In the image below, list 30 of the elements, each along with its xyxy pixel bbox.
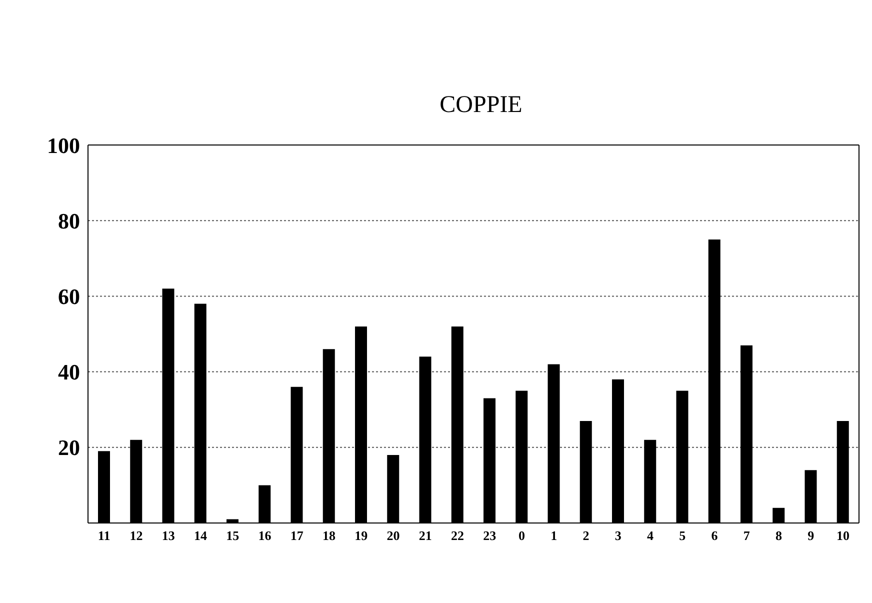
x-tick-label: 0 [518,528,525,544]
x-tick-label: 3 [614,528,622,544]
x-tick-label: 10 [836,528,850,544]
chart-title: COPPIE [438,92,524,120]
x-tick-label: 4 [646,528,654,544]
y-tick-label: 60 [58,284,80,310]
x-tick-label: 14 [194,528,208,544]
x-tick-label: 12 [130,528,143,544]
x-tick-label: 7 [743,528,750,544]
x-tick-label: 23 [483,528,497,544]
x-tick-label: 8 [775,528,782,544]
x-tick-label: 6 [711,528,718,544]
x-tick-label: 17 [290,528,304,544]
x-tick-label: 5 [679,528,686,544]
x-tick-label: 1 [550,528,558,544]
x-tick-label: 9 [808,528,815,544]
x-tick-label: 18 [322,528,336,544]
x-tick-label: 15 [226,528,240,544]
x-tick-label: 11 [98,528,110,544]
y-tick-label: 40 [58,360,80,385]
x-tick-label: 20 [386,528,400,544]
y-tick-label: 80 [58,208,80,234]
y-tick-label: 20 [58,435,80,460]
x-tick-label: 16 [258,528,272,544]
x-tick-label: 21 [418,528,432,544]
x-tick-label: 22 [450,528,464,544]
x-tick-label: 2 [582,528,590,544]
x-tick-label: 19 [354,528,368,544]
x-tick-label: 13 [162,528,176,544]
y-tick-label: 100 [47,132,80,158]
